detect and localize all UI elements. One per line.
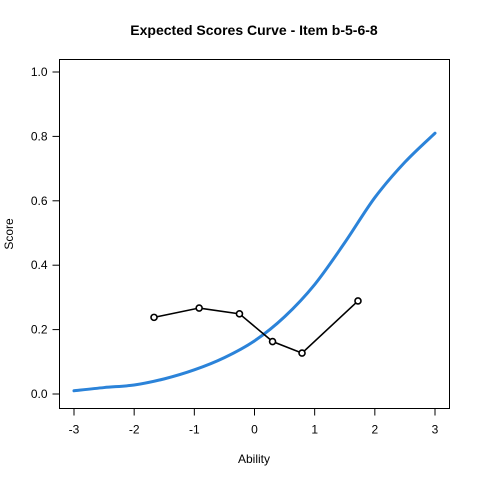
observed-score-point <box>150 313 158 322</box>
observed-score-line <box>153 300 359 355</box>
x-tick-label: 2 <box>371 423 378 437</box>
y-axis-label: Score <box>2 218 16 250</box>
y-tick-label: 0.0 <box>31 387 48 401</box>
x-axis-label: Ability <box>238 452 270 466</box>
x-tick-label: -2 <box>129 423 140 437</box>
x-tick-label: -3 <box>69 423 80 437</box>
y-tick-label: 0.8 <box>31 129 48 143</box>
chart-title: Expected Scores Curve - Item b-5-6-8 <box>130 22 378 38</box>
series-layer <box>72 131 437 393</box>
observed-score-point <box>354 297 362 305</box>
y-tick-label: 0.2 <box>31 323 48 337</box>
observed-score-point <box>235 310 244 318</box>
x-tick-label: 0 <box>251 423 258 437</box>
observed-score-point <box>268 337 277 346</box>
y-tick-label: 0.6 <box>31 194 48 208</box>
x-tick-label: -1 <box>189 423 200 437</box>
plot-area <box>59 59 450 409</box>
x-axis: -3 -2 -1 0 1 2 3 <box>69 408 439 437</box>
expected-score-curve <box>72 131 437 393</box>
x-tick-label: 1 <box>311 423 318 437</box>
y-tick-label: 0.4 <box>31 258 48 272</box>
y-axis: 0.0 0.2 0.4 0.6 0.8 1.0 <box>31 65 60 401</box>
y-tick-label: 1.0 <box>31 65 48 79</box>
x-tick-label: 3 <box>432 423 439 437</box>
observed-score-point <box>298 349 306 357</box>
observed-score-point <box>195 304 203 312</box>
